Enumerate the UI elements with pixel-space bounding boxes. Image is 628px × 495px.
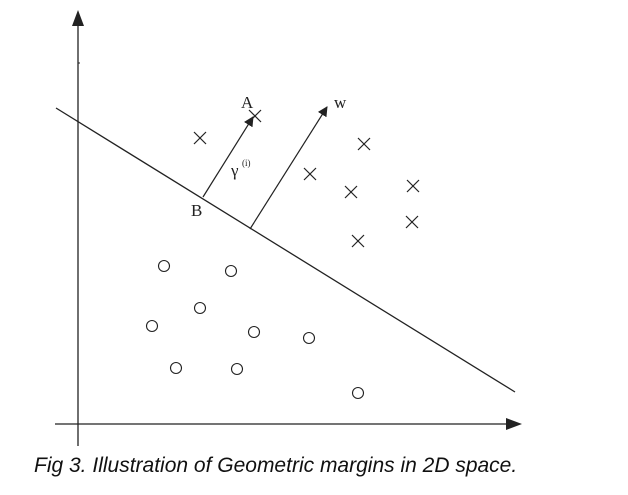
x-axis-arrowhead [506,418,522,430]
positive-point-cross [248,109,262,123]
negative-point-circle [169,361,183,375]
positive-point-cross [303,167,317,181]
positive-class-points [193,109,420,248]
positive-point-cross [351,234,365,248]
negative-point-circle [193,301,207,315]
point-b-label: B [191,201,202,220]
vector-w-label: w [334,93,347,112]
negative-point-circle [302,331,316,345]
normal-vector-w [249,106,328,230]
gamma-label: γ [230,161,239,180]
decision-boundary-line [55,107,516,393]
positive-point-cross [344,185,358,199]
geometric-margin-diagram: A B w γ (i) [55,10,522,446]
negative-point-circle [145,319,159,333]
figure-caption: Fig 3. Illustration of Geometric margins… [34,454,518,477]
negative-point-circle [230,362,244,376]
axes [55,10,522,446]
positive-point-cross [405,215,419,229]
negative-class-points [145,259,365,400]
positive-point-cross [357,137,371,151]
y-axis-arrowhead [72,10,84,26]
negative-point-circle [351,386,365,400]
positive-point-cross [406,179,420,193]
positive-point-cross [193,131,207,145]
gamma-superscript-label: (i) [242,158,251,168]
point-a-label: A [241,93,254,112]
margin-segment-ba [202,116,254,198]
negative-point-circle [247,325,261,339]
negative-point-circle [224,264,238,278]
negative-point-circle [157,259,171,273]
